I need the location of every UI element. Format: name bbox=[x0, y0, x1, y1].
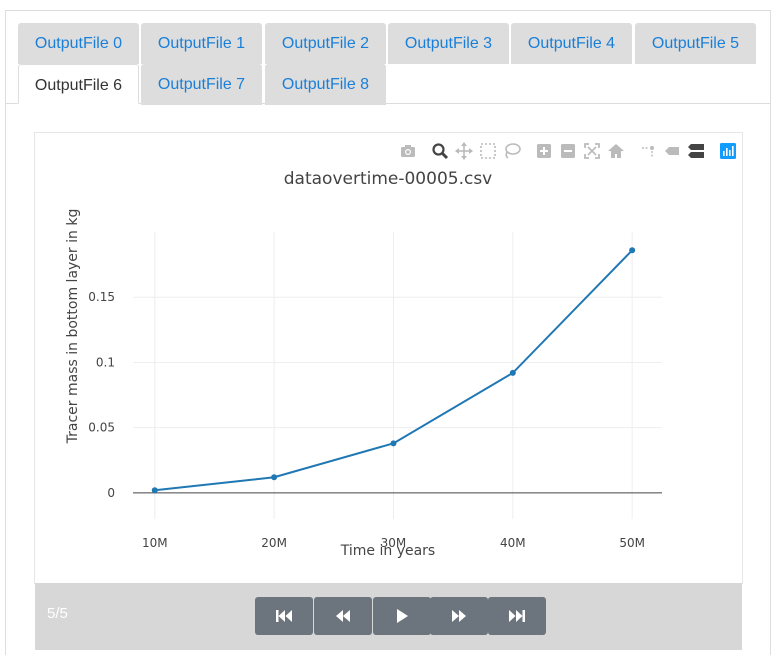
tab-outputfile-0[interactable]: OutputFile 0 bbox=[18, 23, 139, 64]
x-axis-label: Time in years bbox=[340, 543, 435, 559]
data-point[interactable] bbox=[390, 440, 397, 447]
chart-title: dataovertime-00005.csv bbox=[284, 169, 493, 189]
tab-outputfile-1[interactable]: OutputFile 1 bbox=[141, 23, 262, 64]
hover-closest-icon[interactable] bbox=[662, 141, 682, 161]
animation-player: 5/5 bbox=[35, 583, 742, 650]
reset-axes-icon[interactable] bbox=[606, 141, 626, 161]
tab-divider bbox=[6, 103, 771, 104]
camera-icon[interactable] bbox=[398, 141, 418, 161]
zoom-out-icon[interactable] bbox=[558, 141, 578, 161]
tab-outputfile-4[interactable]: OutputFile 4 bbox=[511, 23, 632, 64]
autoscale-icon[interactable] bbox=[582, 141, 602, 161]
lasso-select-icon[interactable] bbox=[502, 141, 522, 161]
pan-icon[interactable] bbox=[454, 141, 474, 161]
x-tick-label: 20M bbox=[261, 536, 287, 550]
data-point[interactable] bbox=[629, 247, 636, 254]
next-frame-button[interactable] bbox=[430, 597, 488, 635]
y-tick-label: 0.1 bbox=[96, 355, 115, 369]
tab-outputfile-6[interactable]: OutputFile 6 bbox=[18, 64, 139, 104]
tab-outputfile-5[interactable]: OutputFile 5 bbox=[635, 23, 756, 64]
y-tick-label: 0.05 bbox=[88, 421, 115, 435]
first-frame-button[interactable] bbox=[255, 597, 313, 635]
plot-panel bbox=[34, 132, 743, 584]
x-tick-label: 50M bbox=[619, 536, 645, 550]
zoom-icon[interactable] bbox=[430, 141, 450, 161]
plot-modebar bbox=[398, 141, 738, 161]
play-button[interactable] bbox=[373, 597, 431, 635]
previous-frame-button[interactable] bbox=[314, 597, 372, 635]
x-tick-label: 10M bbox=[142, 536, 168, 550]
box-select-icon[interactable] bbox=[478, 141, 498, 161]
play-icon bbox=[397, 609, 408, 623]
frame-counter: 5/5 bbox=[47, 605, 68, 622]
spike-lines-icon[interactable] bbox=[638, 141, 658, 161]
last-frame-button[interactable] bbox=[488, 597, 546, 635]
zoom-in-icon[interactable] bbox=[534, 141, 554, 161]
line-chart: dataovertime-00005.csv 10M 20M 30M 40M 50M 0… bbox=[65, 169, 662, 559]
tab-outputfile-7[interactable]: OutputFile 7 bbox=[141, 64, 262, 105]
tab-outputfile-3[interactable]: OutputFile 3 bbox=[388, 23, 509, 64]
tab-outputfile-2[interactable]: OutputFile 2 bbox=[265, 23, 386, 64]
y-tick-label: 0.15 bbox=[88, 290, 115, 304]
data-point[interactable] bbox=[151, 487, 158, 494]
rewind-icon bbox=[336, 610, 350, 622]
skip-backward-icon bbox=[276, 610, 292, 622]
x-tick-label: 40M bbox=[500, 536, 526, 550]
y-tick-label: 0 bbox=[107, 486, 115, 500]
data-point[interactable] bbox=[509, 369, 516, 376]
y-axis-label: Tracer mass in bottom layer in kg bbox=[65, 209, 81, 445]
tab-outputfile-8[interactable]: OutputFile 8 bbox=[265, 64, 386, 105]
plotly-logo-icon[interactable] bbox=[718, 141, 738, 161]
x-tick-label: 30M bbox=[381, 536, 407, 550]
skip-forward-icon bbox=[509, 610, 525, 622]
hover-compare-icon[interactable] bbox=[686, 141, 706, 161]
data-point[interactable] bbox=[271, 474, 278, 481]
fast-forward-icon bbox=[452, 610, 466, 622]
